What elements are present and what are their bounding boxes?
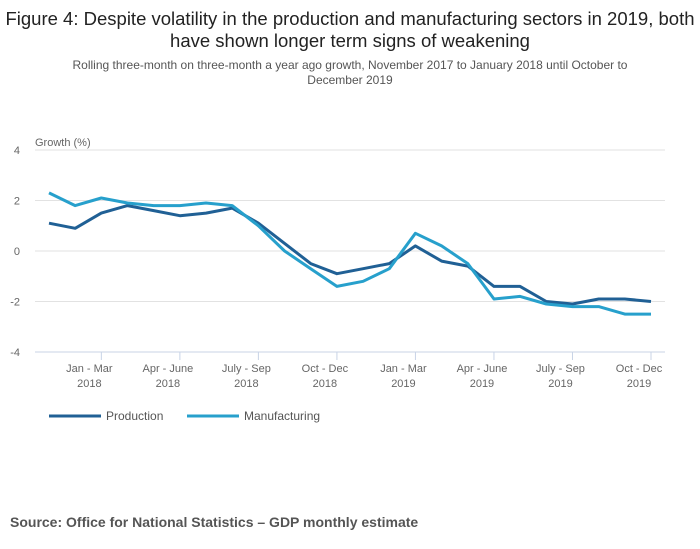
y-tick-label: -2 <box>10 297 20 309</box>
x-tick-label: Jan - Mar <box>380 363 427 375</box>
chart-title: Figure 4: Despite volatility in the prod… <box>5 8 695 51</box>
x-tick-label: 2018 <box>156 378 180 390</box>
y-axis-label: Growth (%) <box>35 137 91 149</box>
x-tick-label: Oct - Dec <box>302 363 349 375</box>
x-tick-label: 2018 <box>77 378 101 390</box>
x-tick-label: 2019 <box>391 378 415 390</box>
source-note: Source: Office for National Statistics –… <box>10 514 419 530</box>
x-tick-label: July - Sep <box>536 363 585 375</box>
x-tick-label: 2018 <box>234 378 258 390</box>
x-tick-label: July - Sep <box>222 363 271 375</box>
x-tick-label: 2019 <box>627 378 651 390</box>
y-tick-label: 2 <box>14 196 20 208</box>
series-line-manufacturing <box>48 191 651 316</box>
legend-label: Manufacturing <box>244 409 320 423</box>
legend-label: Production <box>106 409 163 423</box>
x-tick-label: 2018 <box>313 378 337 390</box>
x-tick-label: Jan - Mar <box>66 363 113 375</box>
x-tick-label: Apr - June <box>142 363 193 375</box>
y-tick-label: 4 <box>14 145 20 157</box>
y-tick-label: -4 <box>10 347 20 359</box>
series-line-production <box>48 204 652 306</box>
x-tick-label: Oct - Dec <box>616 363 663 375</box>
x-tick-label: Apr - June <box>457 363 508 375</box>
x-tick-label: 2019 <box>470 378 494 390</box>
y-tick-label: 0 <box>14 246 20 258</box>
chart-subtitle: Rolling three-month on three-month a yea… <box>72 58 628 87</box>
x-tick-label: 2019 <box>548 378 572 390</box>
